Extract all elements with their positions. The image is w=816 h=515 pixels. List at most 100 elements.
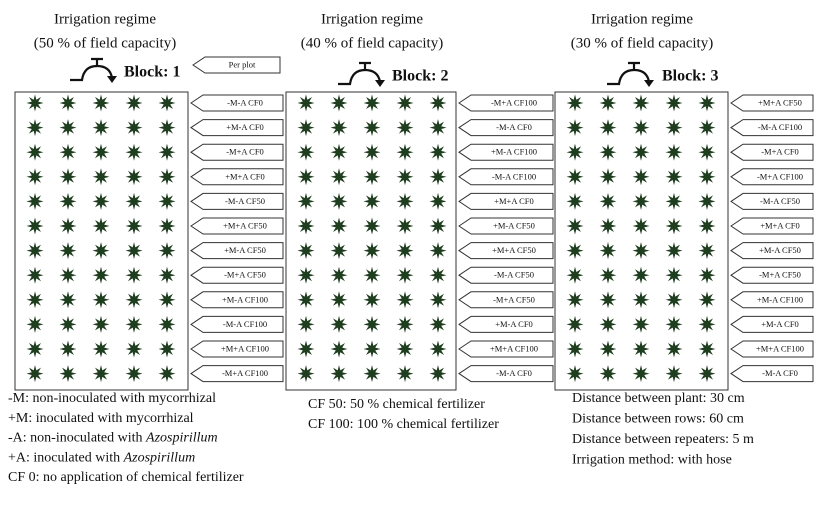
treatment-label: -M-A CF100	[758, 122, 802, 132]
plant	[396, 192, 414, 210]
plant	[125, 217, 143, 235]
plot-arrow	[458, 315, 554, 333]
hose-tap	[91, 57, 103, 66]
block-label: Block: 1	[124, 64, 180, 81]
treatment-label: -M-A CF0	[496, 122, 532, 132]
legend-text: +M: inoculated with mycorrhizal	[8, 411, 194, 426]
treatment-label: +M-A CF100	[222, 294, 268, 304]
legend-text: Distance between repeaters: 5 m	[572, 432, 754, 447]
plant	[297, 242, 315, 260]
plant	[698, 340, 716, 358]
plant	[599, 94, 617, 112]
plant	[599, 315, 617, 333]
plot-arrow	[458, 94, 554, 112]
plant	[429, 168, 447, 186]
treatment-label: -M+A CF50	[224, 270, 266, 280]
plot-arrow	[730, 242, 814, 260]
plant	[92, 291, 110, 309]
plot-arrow	[190, 242, 284, 260]
plant	[125, 242, 143, 260]
hose-icon	[70, 64, 114, 82]
plant	[698, 242, 716, 260]
plant	[59, 143, 77, 161]
plant	[566, 168, 584, 186]
plant	[125, 192, 143, 210]
plant	[158, 340, 176, 358]
hose-arrow	[644, 80, 654, 87]
plant	[330, 315, 348, 333]
plot-arrow	[458, 291, 554, 309]
plant	[396, 217, 414, 235]
legend-line: -A: non-inoculated with	[8, 431, 146, 446]
plot-arrow	[458, 340, 554, 358]
plant	[158, 143, 176, 161]
plant	[59, 242, 77, 260]
plant	[125, 315, 143, 333]
legend-text: Irrigation method: with hose	[572, 453, 732, 468]
plant	[330, 94, 348, 112]
plant	[396, 266, 414, 284]
plant	[330, 143, 348, 161]
plant	[158, 365, 176, 383]
plot-arrow	[458, 119, 554, 137]
plant	[92, 217, 110, 235]
plant	[429, 192, 447, 210]
plant	[297, 266, 315, 284]
plant	[566, 291, 584, 309]
treatment-label: +M+A CF100	[490, 343, 538, 353]
plant	[429, 217, 447, 235]
per-plot-arrow: Per plot	[192, 56, 281, 74]
treatment-label: -M-A CF0	[227, 97, 263, 107]
plant	[396, 291, 414, 309]
plant	[297, 291, 315, 309]
plant	[599, 168, 617, 186]
plant	[92, 266, 110, 284]
plot-arrow	[190, 119, 284, 137]
plant	[297, 143, 315, 161]
plant	[429, 266, 447, 284]
plant	[665, 192, 683, 210]
plant	[698, 266, 716, 284]
plant	[297, 94, 315, 112]
plant	[363, 143, 381, 161]
plant	[665, 242, 683, 260]
treatment-label: +M-A CF50	[224, 245, 266, 255]
treatment-label: +M-A CF100	[491, 147, 537, 157]
plant	[158, 192, 176, 210]
legend-text: -A: non-inoculated with Azospirillum	[8, 431, 218, 446]
plant	[698, 119, 716, 137]
plant	[599, 143, 617, 161]
hose-tap	[628, 61, 640, 70]
plant	[363, 365, 381, 383]
per-plot-label: Per plot	[229, 59, 256, 69]
plot-arrow	[730, 192, 814, 210]
plant	[396, 315, 414, 333]
treatment-label: +M-A CF0	[761, 319, 799, 329]
plant	[92, 340, 110, 358]
treatment-label: -M+A CF0	[226, 147, 264, 157]
plant	[698, 168, 716, 186]
legend-line: +M: inoculated with mycorrhizal	[8, 411, 194, 426]
block-label: Block: 2	[392, 68, 448, 85]
treatment-label: -M+A CF100	[222, 368, 268, 378]
plant	[632, 242, 650, 260]
plant	[158, 217, 176, 235]
plant	[396, 168, 414, 186]
plant	[330, 365, 348, 383]
plot-arrow	[458, 143, 554, 161]
plant	[125, 340, 143, 358]
plant	[665, 315, 683, 333]
plant	[330, 340, 348, 358]
treatment-label: +M+A CF0	[225, 171, 265, 181]
plant	[396, 242, 414, 260]
plot-arrow	[730, 94, 814, 112]
plant	[330, 266, 348, 284]
block-field	[554, 91, 729, 391]
plant	[158, 242, 176, 260]
hose-icon	[338, 68, 382, 86]
plant	[665, 143, 683, 161]
plant	[26, 315, 44, 333]
legend-line: Distance between repeaters: 5 m	[572, 432, 754, 447]
